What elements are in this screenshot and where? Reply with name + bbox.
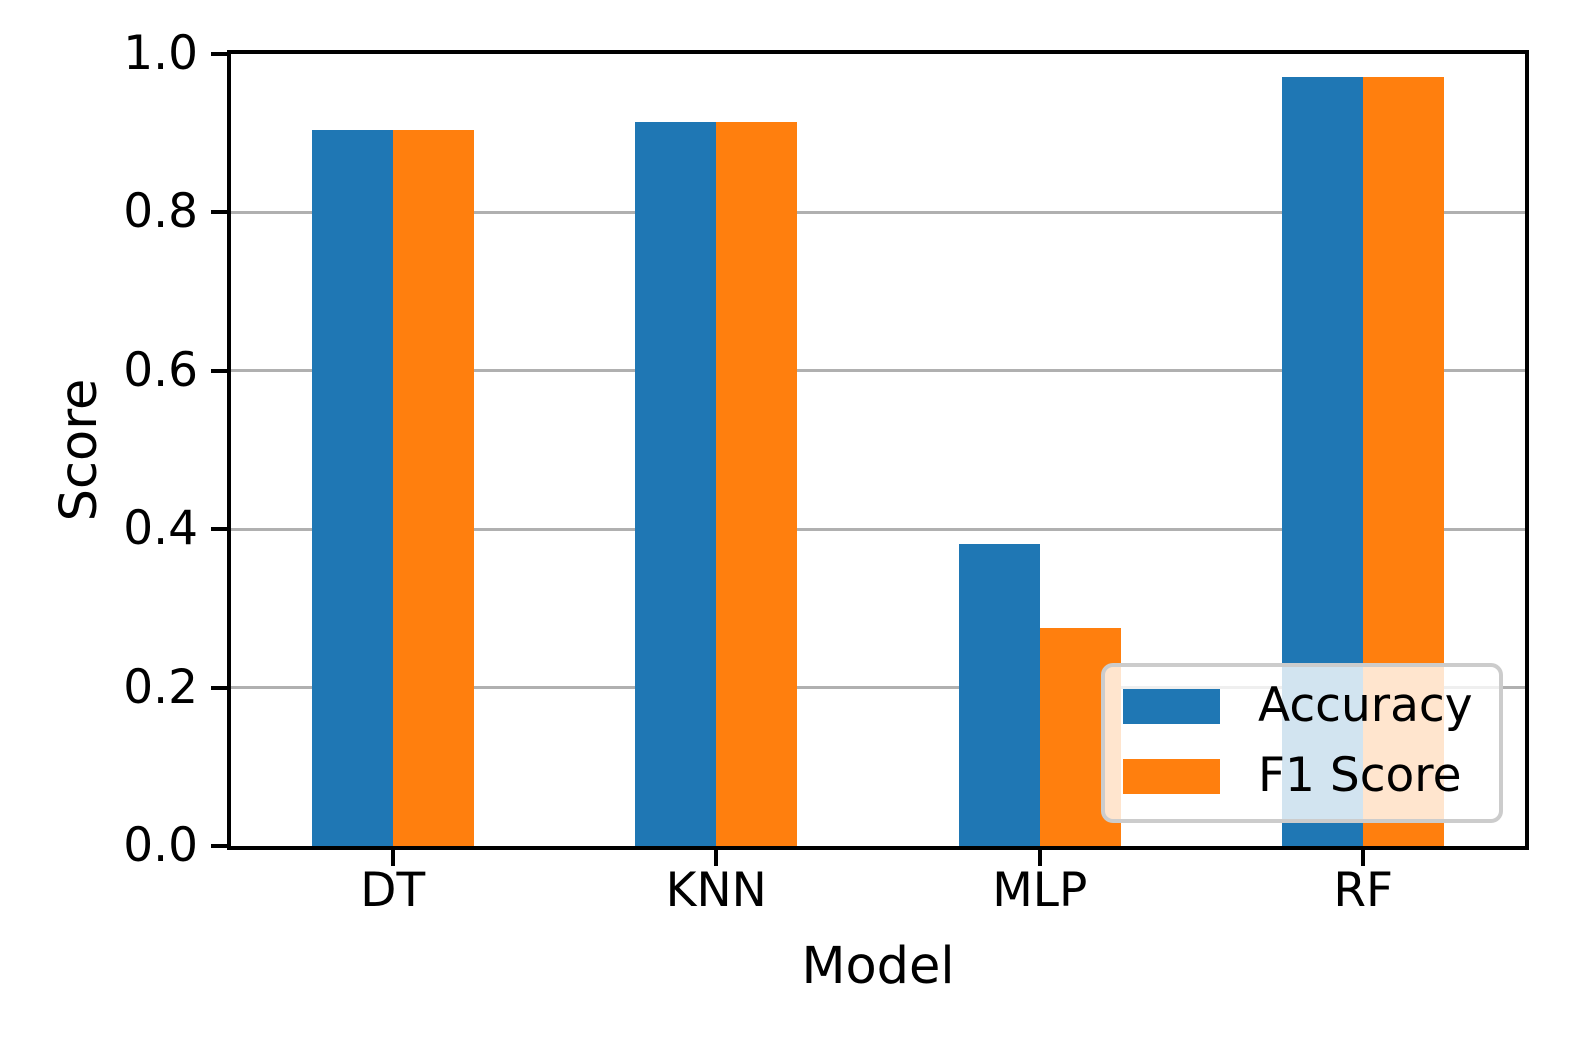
gridline-0.2 [231,686,1525,690]
x-tick-rf [1361,850,1366,866]
legend-label-f1-score: F1 Score [1258,748,1462,803]
y-tick-0.2 [211,685,231,690]
bar-dt-f1-score [392,130,474,846]
bar-knn-f1-score [716,122,798,846]
y-tick-label-0.2: 0.2 [123,659,198,715]
x-tick-label-dt: DT [360,863,426,918]
legend-swatch-accuracy [1123,688,1220,724]
y-tick-0.4 [211,527,231,532]
bar-mlp-accuracy [958,544,1040,846]
gridline-0.8 [231,210,1525,214]
bar-knn-accuracy [635,122,717,846]
y-tick-0.0 [211,844,231,848]
bar-dt-accuracy [311,130,393,846]
y-tick-0.8 [211,210,231,215]
legend-swatch-f1-score [1123,758,1220,794]
y-tick-1.0 [211,52,231,56]
x-tick-label-mlp: MLP [992,863,1088,918]
x-tick-knn [714,850,719,866]
gridline-0.4 [231,527,1525,531]
y-tick-label-0.8: 0.8 [123,184,198,240]
x-axis-label: Model [801,937,955,996]
y-axis-label: Score [50,378,109,522]
legend: Accuracy F1 Score [1101,663,1503,823]
x-tick-mlp [1037,850,1042,866]
y-tick-0.6 [211,368,231,373]
gridline-0.6 [231,369,1525,373]
x-tick-dt [390,850,395,866]
y-tick-label-0.6: 0.6 [123,342,198,398]
x-tick-label-knn: KNN [665,863,767,918]
legend-label-accuracy: Accuracy [1258,678,1473,733]
y-tick-label-0.4: 0.4 [123,501,198,557]
x-tick-label-rf: RF [1333,863,1394,918]
y-tick-label-1.0: 1.0 [123,26,198,81]
legend-entry-accuracy: Accuracy [1123,671,1473,741]
y-tick-label-0.0: 0.0 [123,818,198,873]
legend-entry-f1-score: F1 Score [1123,741,1462,811]
